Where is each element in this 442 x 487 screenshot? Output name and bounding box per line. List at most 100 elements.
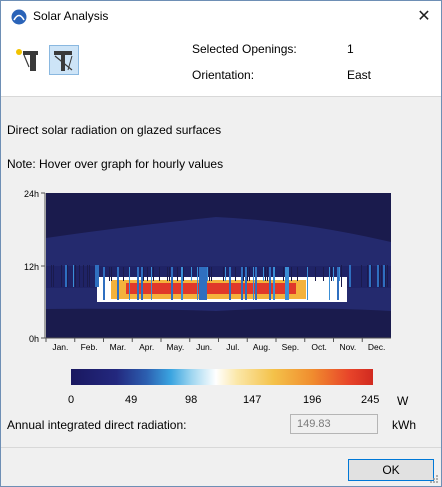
hover-note: Note: Hover over graph for hourly values <box>7 157 224 171</box>
hourly-stripe <box>265 267 266 281</box>
x-tick-label: Aug. <box>253 342 271 352</box>
archicad-app-icon <box>11 9 27 25</box>
x-tick-label: Nov. <box>339 342 356 352</box>
hourly-stripe <box>243 267 244 281</box>
hourly-stripe <box>273 267 275 300</box>
hourly-stripe <box>385 265 386 287</box>
hourly-stripe <box>209 267 210 281</box>
hourly-stripe <box>153 267 154 281</box>
hourly-stripe <box>73 265 74 287</box>
hourly-stripe <box>159 267 160 281</box>
hourly-stripe <box>205 267 207 300</box>
close-button[interactable]: ✕ <box>417 8 431 25</box>
hourly-stripe <box>263 267 264 281</box>
hourly-stripe <box>79 265 80 287</box>
legend-tick-2: 98 <box>185 394 198 406</box>
hourly-stripe <box>123 267 124 281</box>
hourly-stripe <box>167 267 168 281</box>
opening-section-button[interactable] <box>49 45 79 75</box>
hourly-stripe <box>349 265 351 287</box>
hourly-stripe <box>287 267 289 300</box>
hourly-stripe <box>177 267 178 281</box>
hourly-stripe <box>339 267 340 281</box>
hourly-stripe <box>383 265 385 287</box>
x-tick-label: Oct. <box>311 342 327 352</box>
legend-tick-1: 49 <box>125 394 138 406</box>
legend-tick-5: 245 <box>361 394 380 406</box>
hourly-stripe <box>75 265 76 287</box>
x-tick-label: Jun. <box>196 342 212 352</box>
resize-grip-icon[interactable] <box>429 474 439 484</box>
hourly-stripe <box>67 265 68 287</box>
title-bar: Solar Analysis ✕ <box>1 1 441 32</box>
hourly-stripe <box>315 267 316 281</box>
hourly-stripe <box>371 265 372 287</box>
hourly-stripe <box>341 265 342 287</box>
hourly-stripe <box>381 265 382 287</box>
hourly-stripe <box>183 267 184 281</box>
hourly-stripe <box>223 267 224 281</box>
hourly-stripe <box>241 267 243 300</box>
hourly-stripe <box>65 265 67 287</box>
selected-openings-label: Selected Openings: <box>192 42 297 56</box>
orientation-value: East <box>347 68 372 82</box>
opening-section-icon <box>54 51 73 71</box>
hourly-stripe <box>51 265 52 287</box>
solar-radiation-heatmap[interactable]: 24h 12h 0h Jan. Feb. Mar. Apr. May. Jun. Jul. Aug… <box>1 181 421 361</box>
orientation-label: Orientation: <box>192 68 255 82</box>
hourly-stripe <box>147 267 148 281</box>
hourly-stripes <box>51 265 388 300</box>
hourly-stripe <box>83 265 84 287</box>
hourly-stripe <box>361 265 362 287</box>
y-tick-label: 24h <box>24 189 39 199</box>
hourly-stripe <box>307 267 308 300</box>
hourly-stripe <box>291 267 292 281</box>
hourly-stripe <box>269 267 271 300</box>
hourly-stripe <box>61 265 62 287</box>
legend-tick-3: 147 <box>243 394 262 406</box>
ok-button[interactable]: OK <box>348 459 434 481</box>
hourly-stripe <box>331 267 332 281</box>
x-tick-label: May. <box>166 342 184 352</box>
hourly-stripe <box>253 267 254 300</box>
hourly-stripe <box>379 265 380 287</box>
radiation-band-hot <box>126 283 296 294</box>
hourly-stripe <box>171 267 173 300</box>
hourly-stripe <box>109 267 110 281</box>
y-tick-label: 12h <box>24 262 39 272</box>
hourly-stripe <box>235 267 236 281</box>
hourly-stripe <box>329 267 330 300</box>
hourly-stripe <box>211 267 212 281</box>
x-tick-label: Apr. <box>139 342 154 352</box>
hourly-stripe <box>197 267 198 300</box>
hourly-stripe <box>267 267 268 281</box>
hourly-stripe <box>297 267 298 281</box>
hourly-stripe <box>191 267 192 281</box>
hourly-stripe <box>367 265 368 287</box>
hourly-stripe <box>225 267 226 281</box>
x-tick-label: Dec. <box>368 342 385 352</box>
hourly-stripe <box>117 267 119 300</box>
hourly-stripe <box>333 267 334 281</box>
hourly-stripe <box>137 267 139 300</box>
x-tick-label: Mar. <box>110 342 127 352</box>
x-tick-label: Jul. <box>226 342 239 352</box>
legend-color-scale <box>71 369 373 385</box>
hourly-stripe <box>387 265 388 287</box>
chart-heading: Direct solar radiation on glazed surface… <box>7 123 222 137</box>
legend-tick-4: 196 <box>303 394 322 406</box>
hourly-stripe <box>283 267 284 281</box>
hourly-stripe <box>203 267 205 300</box>
hourly-stripe <box>111 267 112 281</box>
hourly-stripe <box>207 267 208 281</box>
sun-section-button[interactable] <box>13 45 43 75</box>
hourly-stripe <box>229 267 231 300</box>
window-title: Solar Analysis <box>33 9 109 23</box>
header-divider <box>1 96 441 97</box>
hourly-stripe <box>249 267 250 281</box>
sun-section-icon <box>16 49 38 71</box>
x-tick-label: Feb. <box>81 342 98 352</box>
hourly-stripe <box>377 265 379 287</box>
selected-openings-value: 1 <box>347 42 354 56</box>
